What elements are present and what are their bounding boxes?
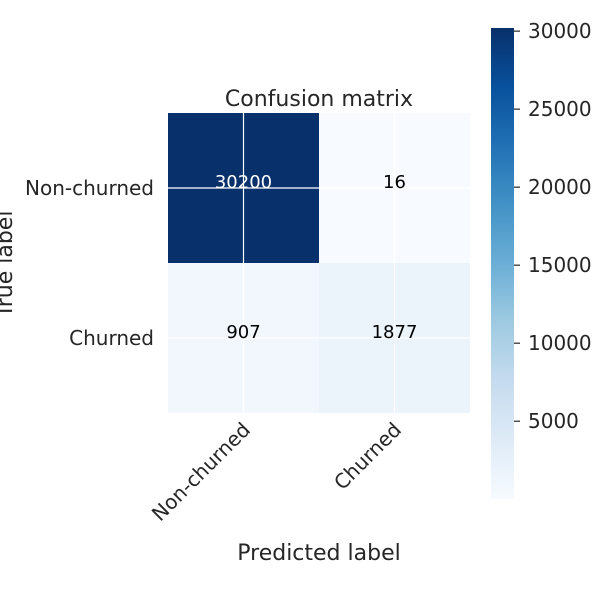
cell-value-r1-c0: 907 [226, 322, 260, 343]
x-tick-labels: Non-churned Churned [147, 418, 406, 526]
colorbar-tick-label-1: 10000 [528, 331, 592, 355]
colorbar: 5000 10000 15000 20000 25000 30000 [491, 19, 592, 499]
chart-title: Confusion matrix [225, 87, 413, 112]
colorbar-tick-label-2: 15000 [528, 253, 592, 277]
y-tick-label-1: Churned [69, 326, 154, 350]
colorbar-gradient [491, 28, 514, 499]
x-axis-label: Predicted label [237, 541, 400, 566]
y-tick-labels: Non-churned Churned [25, 176, 154, 350]
y-tick-label-0: Non-churned [25, 176, 154, 200]
cell-value-r0-c0: 30200 [215, 172, 272, 193]
cell-value-labels: 30200 16 907 1877 [215, 172, 418, 343]
heatmap-cells [168, 113, 470, 413]
x-tick-label-0: Non-churned [147, 418, 255, 526]
cell-value-r1-c1: 1877 [372, 322, 418, 343]
colorbar-ticks: 5000 10000 15000 20000 25000 30000 [514, 19, 592, 433]
colorbar-tick-label-4: 25000 [528, 97, 592, 121]
x-tick-label-1: Churned [329, 418, 406, 495]
cell-value-r0-c1: 16 [383, 172, 406, 193]
colorbar-tick-label-0: 5000 [528, 409, 579, 433]
colorbar-tick-label-3: 20000 [528, 175, 592, 199]
colorbar-tick-label-5: 30000 [528, 19, 592, 43]
grid-lines [168, 113, 470, 413]
y-axis-label: True label [0, 211, 18, 319]
